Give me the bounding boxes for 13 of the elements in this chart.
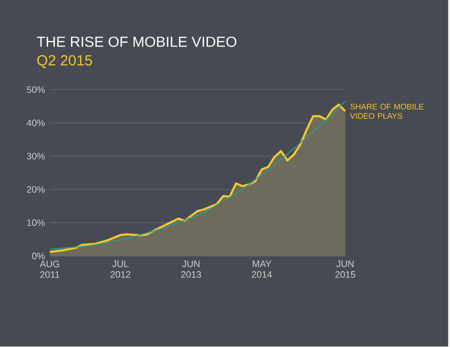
y-tick-label: 30% xyxy=(26,153,45,160)
chart-subtitle: Q2 2015 xyxy=(37,55,92,68)
y-tick-label: 20% xyxy=(26,186,45,193)
x-tick-label: JUN 2013 xyxy=(181,260,202,278)
y-tick-label: 10% xyxy=(27,220,45,226)
y-tick-label: 50% xyxy=(26,86,45,94)
y-tick-label: 40% xyxy=(26,120,45,126)
chart-title: THE RISE OF MOBILE VIDEO xyxy=(36,36,236,48)
x-tick-label: JUN 2015 xyxy=(335,260,356,278)
x-tick-label: MAY 2014 xyxy=(252,260,272,278)
x-tick-label: AUG 2011 xyxy=(40,260,60,278)
x-tick-label: JUL 2012 xyxy=(110,260,130,278)
y-tick-label: 0% xyxy=(32,252,45,260)
